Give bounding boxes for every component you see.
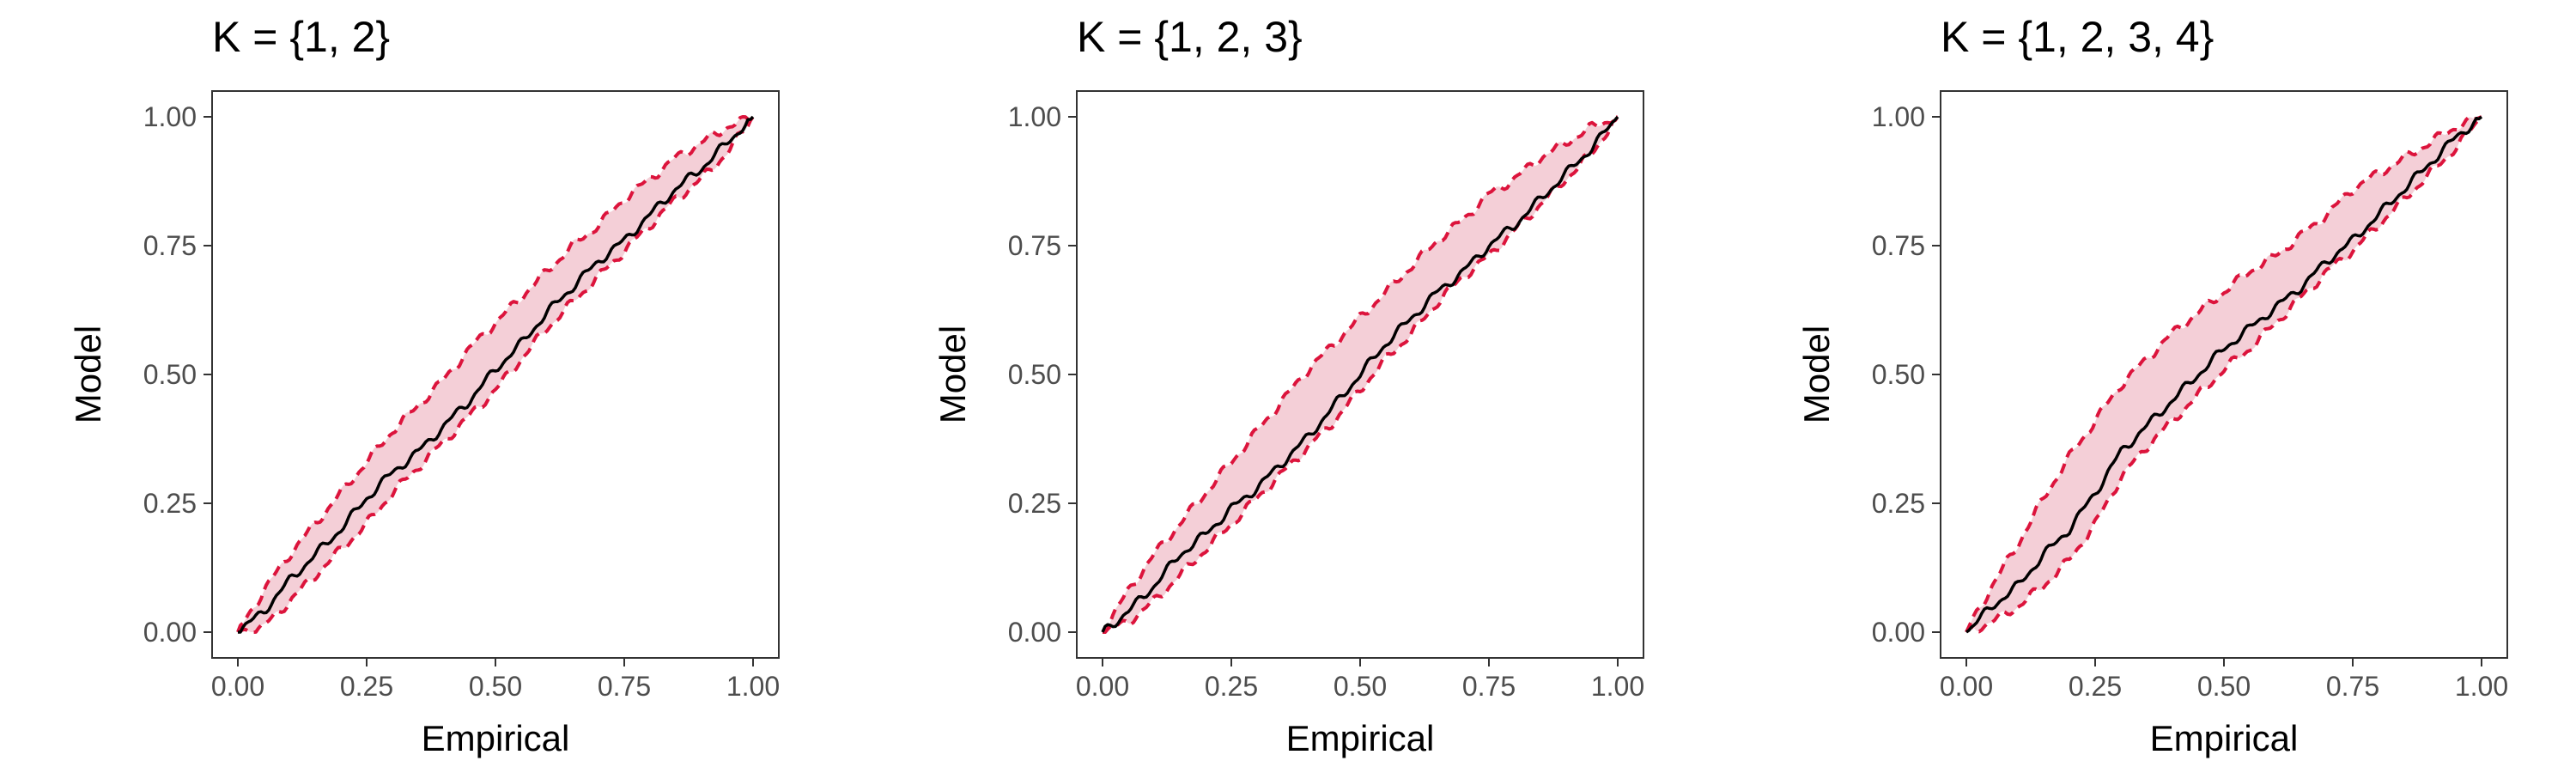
panel-title: K = {1, 2, 3}: [1077, 13, 1303, 61]
y-tick-label: 0.50: [143, 359, 197, 390]
y-tick-label: 0.75: [143, 230, 197, 261]
x-axis-title: Empirical: [422, 718, 570, 758]
y-tick-label: 0.25: [1872, 488, 1925, 519]
x-tick-label: 0.00: [1076, 671, 1129, 702]
y-tick-label: 0.50: [1008, 359, 1061, 390]
x-tick-label: 0.00: [1940, 671, 1993, 702]
x-tick-label: 0.50: [1334, 671, 1387, 702]
x-tick-label: 0.25: [1205, 671, 1258, 702]
x-tick-label: 1.00: [2455, 671, 2508, 702]
y-tick-label: 1.00: [143, 101, 197, 132]
x-axis-title: Empirical: [2150, 718, 2299, 758]
y-tick-label: 0.00: [143, 617, 197, 648]
y-axis-title: Model: [933, 326, 973, 423]
y-tick-label: 0.00: [1872, 617, 1925, 648]
estimate-line: [1101, 115, 1619, 633]
y-tick-label: 0.50: [1872, 359, 1925, 390]
upper-band-line: [1965, 115, 2482, 633]
y-tick-label: 0.75: [1872, 230, 1925, 261]
x-tick-label: 0.75: [1462, 671, 1516, 702]
x-tick-label: 1.00: [1591, 671, 1644, 702]
x-tick-label: 0.25: [340, 671, 393, 702]
x-tick-label: 0.75: [2326, 671, 2379, 702]
confidence-band: [1966, 117, 2482, 632]
x-tick-label: 0.50: [469, 671, 522, 702]
panel-1: K = {1, 2} 0.00 0.25 0.50 0.75 1.00 0.00 0.25 0.…: [68, 13, 780, 758]
x-tick-label: 0.50: [2197, 671, 2251, 702]
y-axis-title: Model: [1796, 326, 1837, 423]
x-axis-title: Empirical: [1286, 718, 1435, 758]
upper-band-line: [236, 115, 754, 633]
confidence-band: [238, 117, 753, 632]
x-tick-label: 1.00: [726, 671, 780, 702]
y-tick-label: 0.75: [1008, 230, 1061, 261]
panel-title: K = {1, 2}: [212, 13, 390, 61]
panel-title: K = {1, 2, 3, 4}: [1941, 13, 2214, 61]
panel-3: K = {1, 2, 3, 4} 0.00 0.25 0.50 0.75 1.00 0.00…: [1796, 13, 2508, 758]
y-axis-title: Model: [68, 326, 108, 423]
y-tick-label: 0.00: [1008, 617, 1061, 648]
estimate-line: [238, 115, 755, 634]
upper-band-line: [1103, 115, 1619, 634]
lower-band-line: [1965, 115, 2483, 634]
lower-band-line: [1103, 115, 1619, 634]
panel-2: K = {1, 2, 3} 0.00 0.25 0.50 0.75 1.00 0.00 0.2…: [933, 13, 1644, 758]
x-tick-label: 0.75: [598, 671, 651, 702]
x-tick-label: 0.25: [2069, 671, 2122, 702]
y-tick-label: 1.00: [1008, 101, 1061, 132]
lower-band-line: [237, 115, 755, 634]
estimate-line: [1965, 115, 2483, 634]
y-tick-label: 0.25: [143, 488, 197, 519]
y-tick-label: 1.00: [1872, 101, 1925, 132]
x-tick-label: 0.00: [211, 671, 264, 702]
y-tick-label: 0.25: [1008, 488, 1061, 519]
